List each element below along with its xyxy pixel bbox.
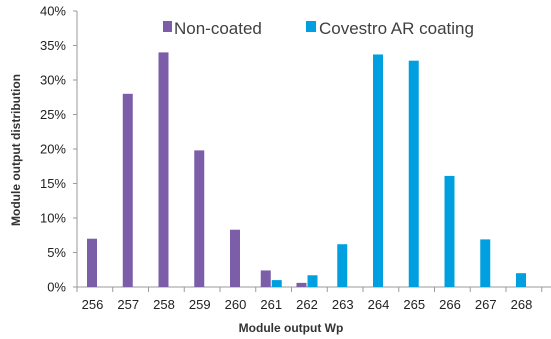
bar-covestro-265 bbox=[408, 60, 419, 288]
legend-label-non-coated: Non-coated bbox=[174, 19, 262, 38]
bar-covestro-262 bbox=[307, 275, 318, 287]
bar-covestro-267 bbox=[480, 239, 491, 287]
x-axis-title: Module output Wp bbox=[239, 321, 344, 335]
bar-covestro-264 bbox=[373, 54, 383, 287]
y-axis-title: Module output distribution bbox=[9, 74, 23, 226]
y-tick-label: 30% bbox=[40, 73, 66, 88]
legend-swatch-covestro bbox=[306, 21, 316, 32]
bar-covestro-266 bbox=[444, 175, 455, 287]
x-tick-label: 260 bbox=[225, 297, 247, 312]
legend: Non-coated Covestro AR coating bbox=[163, 19, 474, 38]
bar-covestro-261 bbox=[271, 280, 282, 287]
x-tick-label: 259 bbox=[189, 297, 211, 312]
y-tick-label: 20% bbox=[40, 142, 66, 157]
bars bbox=[87, 52, 526, 288]
bar-non-coated-260 bbox=[230, 229, 240, 287]
y-tick-label: 10% bbox=[40, 211, 66, 226]
y-axis: 0% 5% 10% 15% 20% 25% 30% 35% 40% bbox=[40, 4, 78, 295]
y-tick-label: 0% bbox=[47, 280, 66, 295]
legend-label-covestro: Covestro AR coating bbox=[319, 19, 474, 38]
bar-non-coated-257 bbox=[122, 93, 133, 287]
x-tick-label: 256 bbox=[82, 297, 104, 312]
x-tick-label: 258 bbox=[153, 297, 175, 312]
y-tick-label: 40% bbox=[40, 4, 66, 19]
y-tick-label: 5% bbox=[47, 245, 66, 260]
legend-swatch-non-coated bbox=[163, 21, 172, 32]
x-tick-label: 266 bbox=[439, 297, 461, 312]
x-tick-label: 257 bbox=[117, 297, 139, 312]
bar-covestro-268 bbox=[516, 273, 526, 287]
x-tick-label: 263 bbox=[332, 297, 354, 312]
bar-non-coated-258 bbox=[158, 52, 169, 288]
y-tick-label: 35% bbox=[40, 38, 66, 53]
bar-non-coated-262 bbox=[296, 282, 307, 287]
x-tick-label: 268 bbox=[511, 297, 533, 312]
y-tick-label: 15% bbox=[40, 176, 66, 191]
x-tick-label: 267 bbox=[475, 297, 497, 312]
x-tick-label: 265 bbox=[403, 297, 425, 312]
x-tick-label: 264 bbox=[368, 297, 390, 312]
bar-non-coated-261 bbox=[260, 270, 271, 287]
bar-covestro-263 bbox=[337, 244, 348, 287]
x-tick-label: 261 bbox=[260, 297, 282, 312]
bar-non-coated-256 bbox=[87, 238, 97, 287]
x-axis: 256 257 258 259 260 261 262 263 264 265 266 267 268 bbox=[76, 286, 551, 312]
x-tick-label: 262 bbox=[296, 297, 318, 312]
bar-non-coated-259 bbox=[194, 150, 205, 287]
y-tick-label: 25% bbox=[40, 107, 66, 122]
